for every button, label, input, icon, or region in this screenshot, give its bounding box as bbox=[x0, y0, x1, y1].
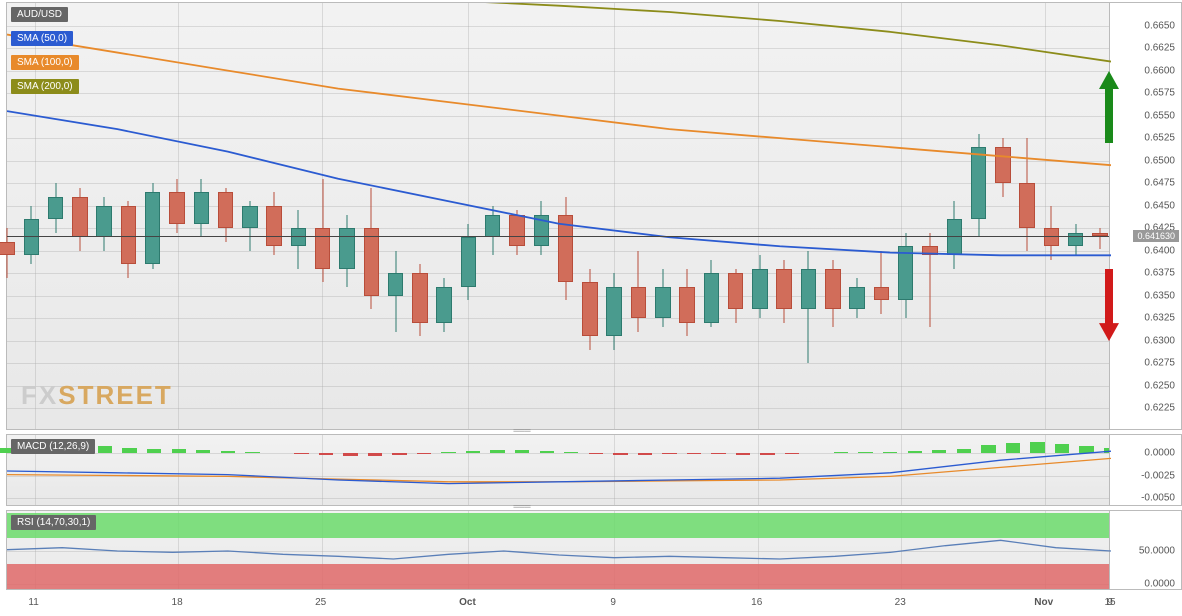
watermark: FXSTREET bbox=[21, 380, 173, 411]
rsi-label: RSI (14,70,30,1) bbox=[11, 515, 96, 530]
sma200-label: SMA (200,0) bbox=[11, 79, 79, 94]
macd-y-axis: 0.0000-0.0025-0.0050 bbox=[1109, 435, 1181, 505]
current-price-line bbox=[7, 236, 1109, 237]
rsi-upper-band bbox=[7, 513, 1109, 538]
sma100-label: SMA (100,0) bbox=[11, 55, 79, 70]
up-arrow-icon bbox=[1099, 71, 1119, 148]
pair-label: AUD/USD bbox=[11, 7, 68, 22]
price-y-axis: 0.641630 0.66500.66250.66000.65750.65500… bbox=[1109, 3, 1181, 429]
rsi-panel[interactable]: RSI (14,70,30,1) 50.00000.0000 bbox=[6, 510, 1182, 590]
panel-resize-handle[interactable]: ═══ bbox=[0, 426, 1109, 432]
rsi-y-axis: 50.00000.0000 bbox=[1109, 511, 1181, 589]
current-price-tag: 0.641630 bbox=[1133, 230, 1179, 242]
price-chart-panel[interactable]: AUD/USD SMA (50,0) SMA (100,0) SMA (200,… bbox=[6, 2, 1182, 430]
down-arrow-icon bbox=[1099, 269, 1119, 346]
x-axis: 111825Oct91623Nov915 bbox=[6, 590, 1182, 610]
rsi-lower-band bbox=[7, 564, 1109, 589]
macd-panel[interactable]: MACD (12,26,9) 0.0000-0.0025-0.0050 ═══ bbox=[6, 434, 1182, 506]
macd-lines bbox=[7, 435, 1111, 507]
sma50-label: SMA (50,0) bbox=[11, 31, 73, 46]
macd-label: MACD (12,26,9) bbox=[11, 439, 95, 454]
panel-resize-handle[interactable]: ═══ bbox=[0, 502, 1109, 508]
